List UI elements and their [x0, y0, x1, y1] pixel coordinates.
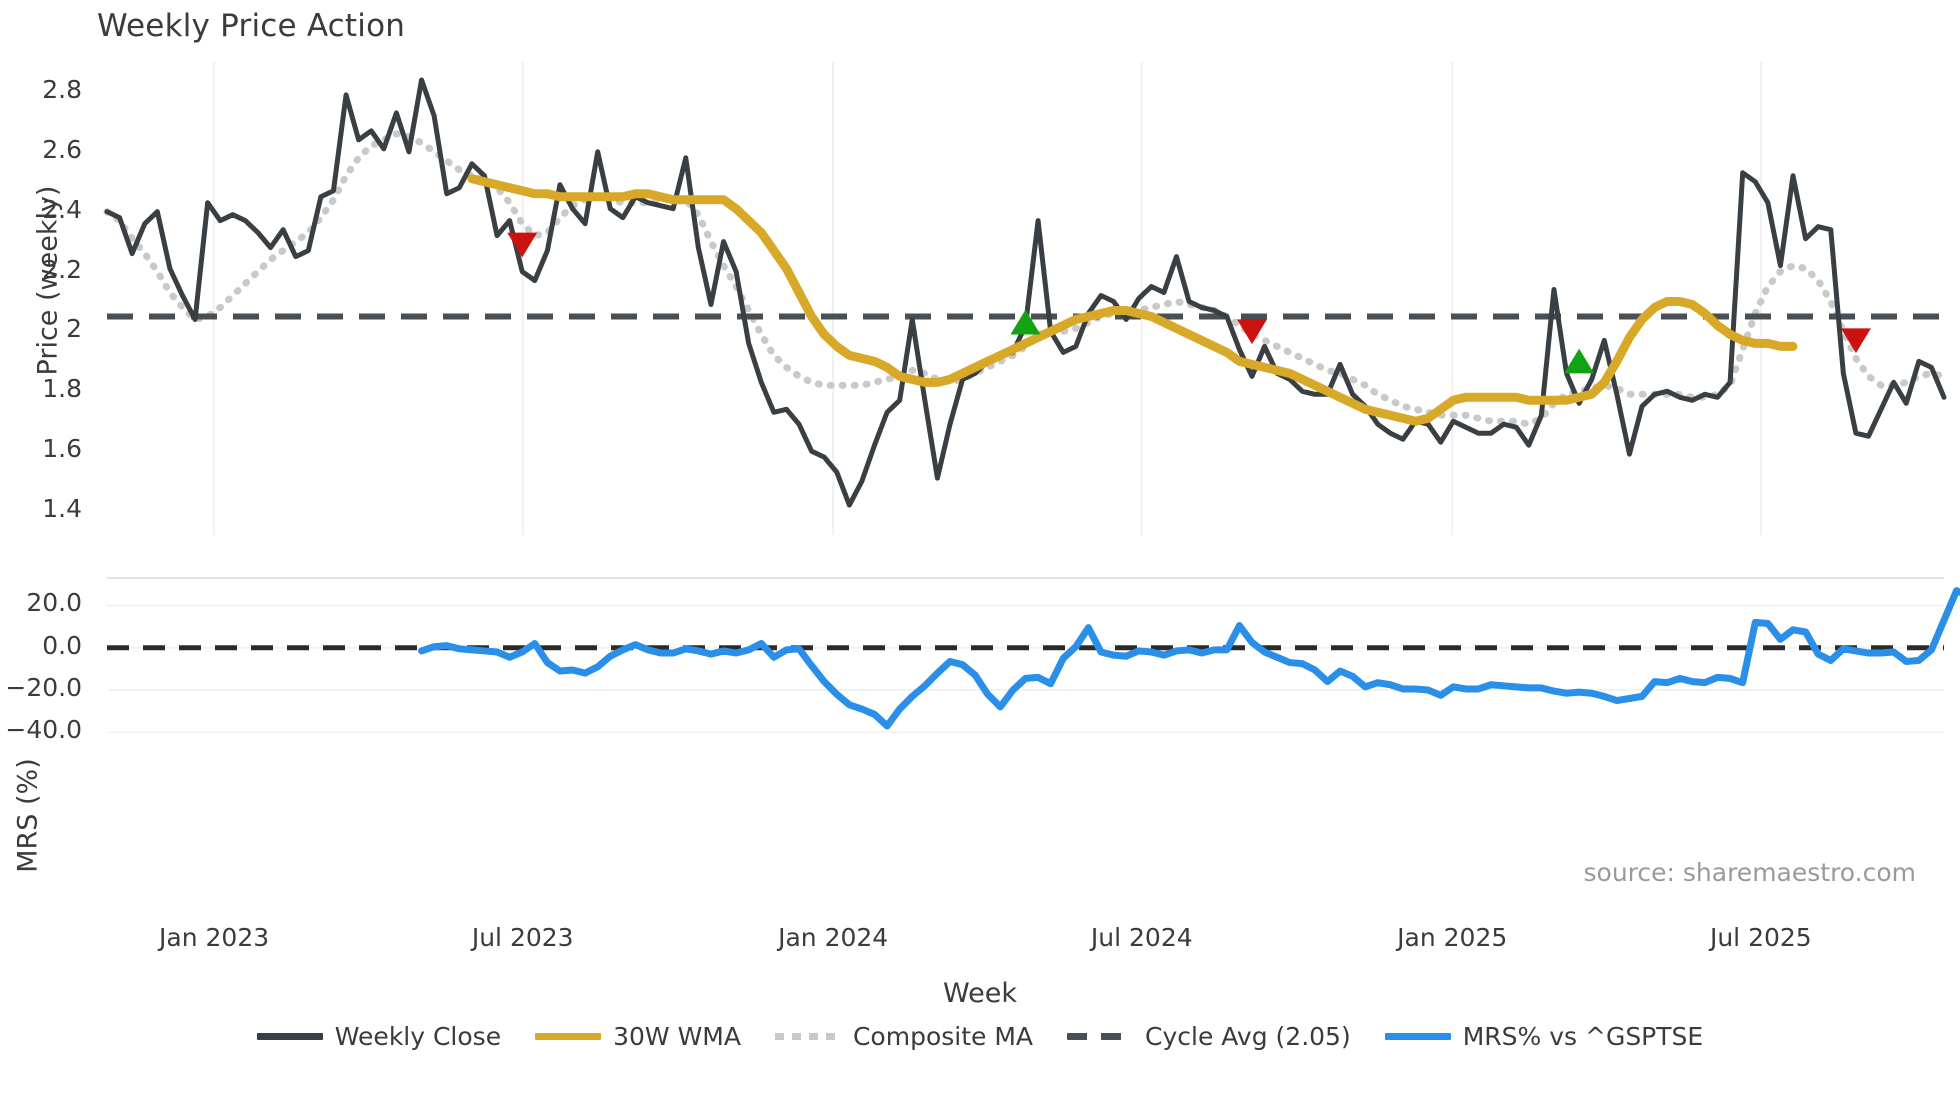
legend-swatch-solid	[256, 1033, 323, 1040]
price-ytick-6: 1.6	[42, 434, 82, 464]
marker-sell-0[interactable]	[507, 232, 538, 258]
mrs-ytick-2: −20.0	[5, 673, 82, 703]
price-ytick-4: 2	[66, 314, 82, 344]
legend-item-1[interactable]: 30W WMA	[535, 1022, 741, 1051]
legend-item-3[interactable]: Cycle Avg (2.05)	[1067, 1022, 1351, 1051]
legend-label-4: MRS% vs ^GSPTSE	[1462, 1022, 1704, 1051]
legend-item-2[interactable]: Composite MA	[774, 1022, 1034, 1051]
xtick-4: Jan 2025	[1397, 923, 1508, 952]
legend-swatch-dotted	[774, 1033, 841, 1040]
xtick-1: Jul 2023	[471, 923, 574, 952]
series-composite-ma	[103, 130, 1948, 428]
series-mrs	[418, 587, 1960, 730]
mrs-ytick-0: 20.0	[26, 588, 82, 618]
legend-label-2: Composite MA	[852, 1022, 1034, 1051]
price-ytick-1: 2.6	[42, 134, 82, 164]
legend-item-0[interactable]: Weekly Close	[256, 1022, 502, 1051]
legend-item-4[interactable]: MRS% vs ^GSPTSE	[1384, 1022, 1704, 1051]
source-watermark: source: sharemaestro.com	[1583, 858, 1917, 887]
series-weekly-close	[104, 77, 1947, 508]
legend-swatch-dashed	[1067, 1033, 1134, 1040]
page-title: Weekly Price Action	[97, 8, 406, 44]
marker-buy-1[interactable]	[1010, 309, 1041, 335]
price-ytick-7: 1.4	[42, 494, 82, 524]
xtick-0: Jan 2023	[159, 923, 270, 952]
legend-label-1: 30W WMA	[613, 1022, 741, 1051]
price-ytick-0: 2.8	[42, 74, 82, 104]
price-ytick-2: 2.4	[42, 194, 82, 224]
series-30w-wma	[467, 174, 1798, 426]
marker-sell-2[interactable]	[1236, 319, 1267, 345]
price-ytick-3: 2.2	[42, 254, 82, 284]
mrs-ytick-1: 0.0	[42, 630, 82, 660]
legend-label-0: Weekly Close	[334, 1022, 502, 1051]
xtick-3: Jul 2024	[1090, 923, 1193, 952]
marker-buy-3[interactable]	[1564, 348, 1595, 374]
marker-sell-4[interactable]	[1840, 328, 1871, 354]
legend-label-3: Cycle Avg (2.05)	[1145, 1022, 1351, 1051]
chart-legend: Weekly Close 30W WMA Composite MA Cycle Avg…	[0, 1022, 1960, 1051]
x-axis-label: Week	[943, 978, 1017, 1009]
price-ytick-5: 1.8	[42, 374, 82, 404]
legend-swatch-solid	[1384, 1033, 1451, 1040]
legend-swatch-solid	[535, 1033, 602, 1040]
xtick-5: Jul 2025	[1709, 923, 1812, 952]
xtick-2: Jan 2024	[778, 923, 889, 952]
mrs-ytick-3: −40.0	[5, 715, 82, 745]
